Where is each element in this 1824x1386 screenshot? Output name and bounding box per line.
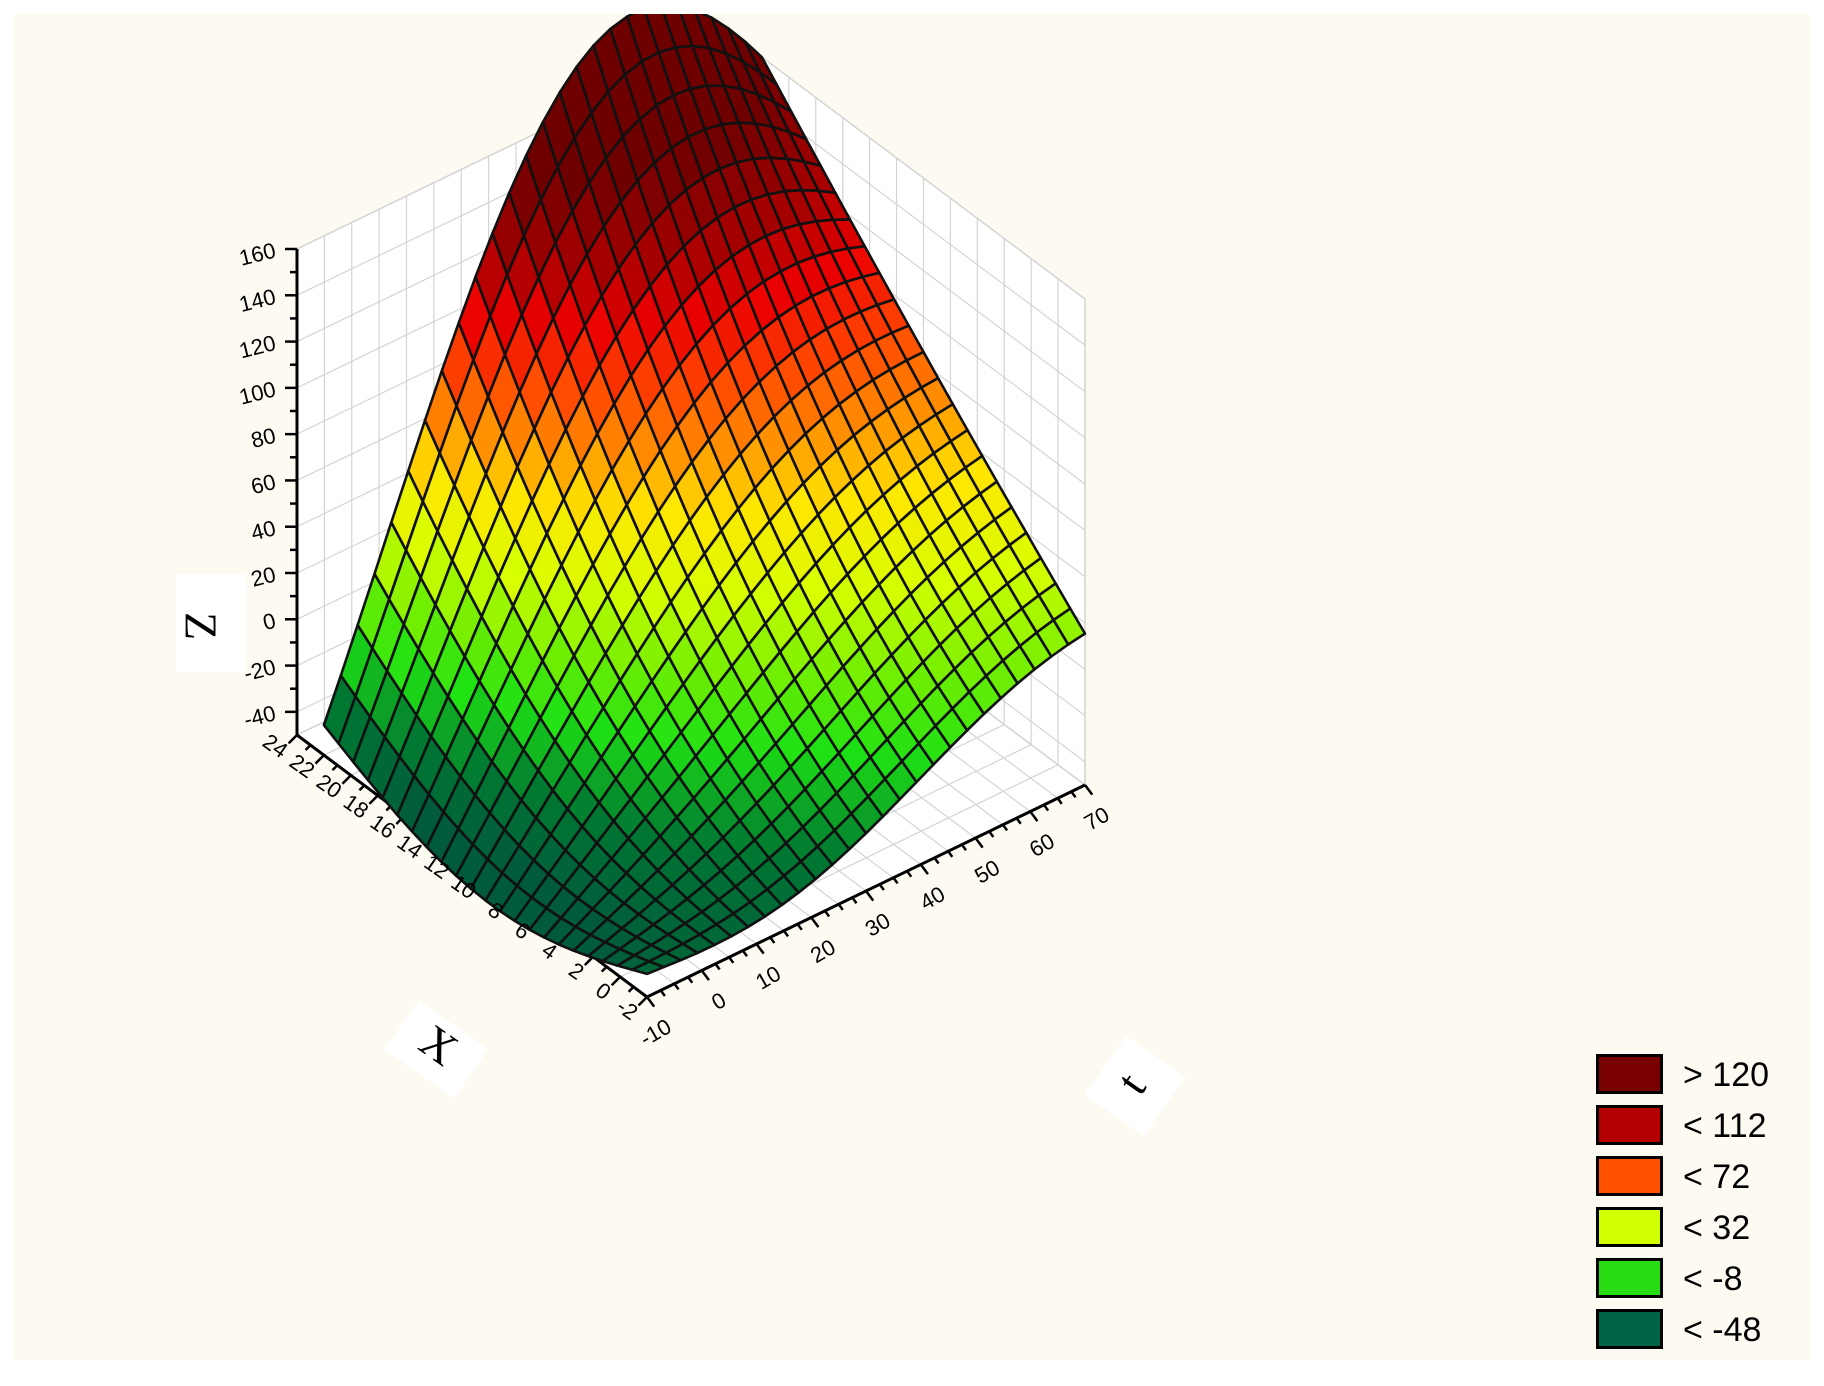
legend-swatch — [1596, 1207, 1663, 1247]
legend-item: < 32 — [1596, 1203, 1796, 1254]
z-tick-label: 140 — [237, 284, 279, 317]
legend-label: > 120 — [1683, 1056, 1770, 1094]
x-tick-label: 22 — [285, 749, 319, 784]
x-tick-label: 0 — [591, 977, 615, 1005]
legend-swatch — [1596, 1156, 1663, 1196]
z-tick-label: 100 — [237, 376, 279, 409]
legend-swatch — [1596, 1105, 1663, 1145]
plot-area: -40 -20 0 20 40 60 80 100 120 140 160 -10 0 10 20 30 40… — [14, 14, 1810, 1360]
z-axis-label: Z — [175, 612, 226, 640]
legend-label: < 72 — [1683, 1158, 1751, 1196]
t-tick-label: 20 — [806, 934, 840, 968]
legend-swatch — [1596, 1258, 1663, 1298]
x-tick-label: 4 — [537, 937, 561, 965]
legend-item: < 112 — [1596, 1101, 1796, 1152]
x-label-box — [384, 1000, 489, 1099]
t-tick-label: -10 — [635, 1014, 675, 1052]
z-tick-label: 20 — [248, 562, 278, 592]
legend-label: < 32 — [1683, 1209, 1751, 1247]
t-tick-label: 50 — [970, 855, 1004, 889]
z-label-box — [176, 574, 246, 672]
z-tick-label: 120 — [237, 330, 279, 363]
x-tick-label: 18 — [339, 789, 373, 824]
x-tick-label: -2 — [612, 993, 642, 1025]
surface-cell — [630, 960, 666, 976]
axis-titles: Z X t — [175, 574, 1186, 1137]
legend-label: < -48 — [1683, 1311, 1762, 1349]
z-tick-label: -20 — [241, 654, 278, 686]
x-tick-label: 2 — [564, 957, 588, 985]
legend-swatch — [1596, 1309, 1663, 1349]
z-tick-label: 0 — [260, 608, 278, 635]
z-tick-label: 160 — [237, 238, 279, 271]
z-tick-label: 40 — [248, 515, 278, 545]
legend-item: > 120 — [1596, 1050, 1796, 1101]
t-tick-label: 0 — [707, 987, 730, 1015]
surface-mesh — [322, 14, 1087, 976]
t-tick-label: 60 — [1025, 828, 1059, 862]
z-tick-label: 80 — [248, 423, 278, 453]
z-tick-label: 60 — [248, 469, 278, 499]
x-tick-label: 24 — [258, 729, 292, 764]
legend-item: < -8 — [1596, 1254, 1796, 1305]
legend-item: < 72 — [1596, 1152, 1796, 1203]
t-tick-label: 30 — [861, 908, 895, 942]
legend-label: < 112 — [1683, 1107, 1767, 1145]
t-label-box — [1084, 1035, 1186, 1137]
legend: > 120 < 112 < 72 < 32 < -8 < -48 — [1596, 1050, 1796, 1356]
t-tick-label: 70 — [1080, 802, 1114, 836]
legend-swatch — [1596, 1054, 1663, 1094]
x-tick-label: 16 — [366, 809, 400, 844]
legend-item: < -48 — [1596, 1305, 1796, 1356]
legend-label: < -8 — [1683, 1260, 1743, 1298]
t-tick-label: 40 — [916, 881, 950, 915]
t-tick-label: 10 — [751, 961, 785, 995]
x-tick-label: 20 — [312, 769, 346, 804]
